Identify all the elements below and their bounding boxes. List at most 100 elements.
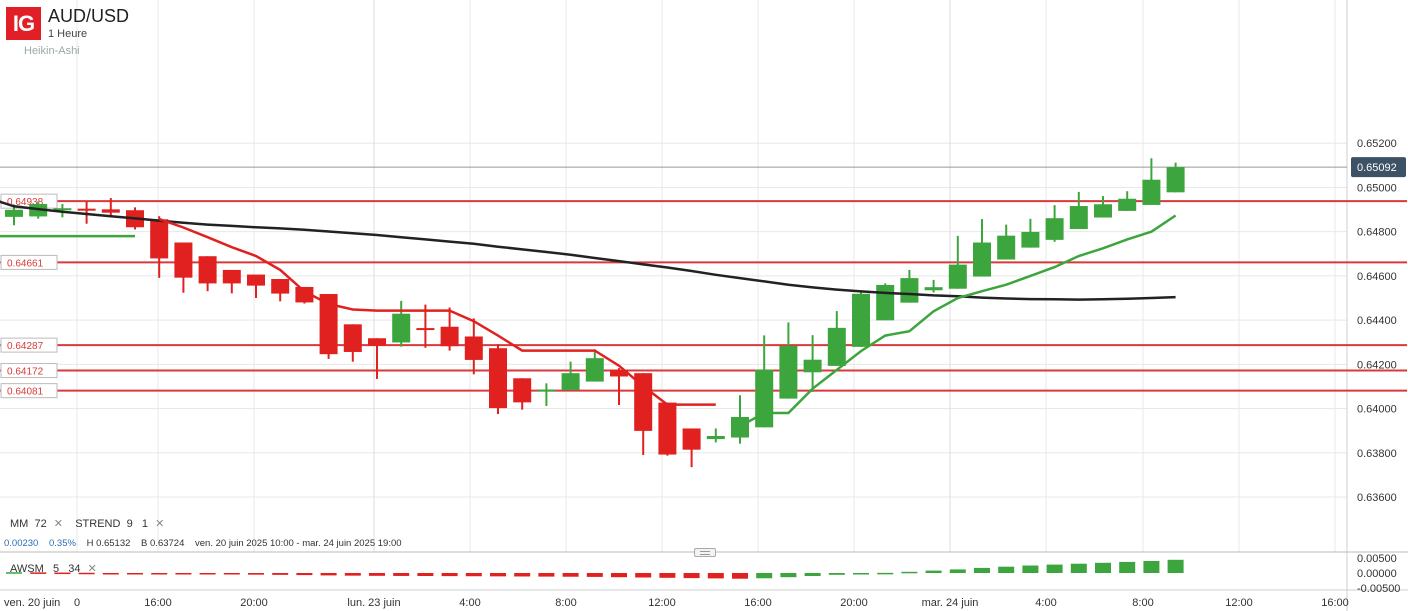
candle — [852, 292, 870, 347]
y-tick-label: 0.63600 — [1357, 492, 1397, 504]
candle-body — [198, 256, 217, 284]
candle-body — [53, 208, 72, 211]
candle-body — [585, 358, 604, 382]
oscillator-panel — [6, 559, 1184, 579]
oscillator-bar — [635, 573, 652, 578]
candle-body — [948, 264, 967, 289]
oscillator-bar — [199, 573, 216, 575]
panel-resize-handle[interactable] — [694, 548, 716, 557]
oscillator-bar — [974, 567, 990, 573]
candle — [368, 338, 386, 379]
candle — [779, 322, 798, 399]
candle — [924, 279, 943, 293]
candle — [174, 242, 193, 293]
candle-body — [1094, 204, 1112, 218]
oscillator-bar — [296, 573, 313, 576]
candle — [1142, 158, 1161, 205]
candles — [5, 158, 1185, 468]
osc-tick-label: 0.00500 — [1357, 553, 1397, 565]
oscillator-bar — [804, 573, 821, 576]
price-level-label: 0.64938 — [7, 197, 44, 208]
candle — [803, 335, 822, 392]
x-tick-label: 4:00 — [459, 597, 480, 609]
candle-body — [174, 242, 193, 278]
candle-body — [440, 326, 459, 347]
candle-body — [247, 274, 265, 286]
candle — [731, 395, 749, 444]
y-tick-label: 0.64200 — [1357, 359, 1397, 371]
oscillator-bar — [6, 572, 22, 574]
candle — [464, 318, 483, 375]
oscillator-bar — [853, 573, 869, 575]
candle — [77, 201, 96, 224]
change-value: 0.00230 — [4, 538, 39, 549]
moving-average-line — [0, 200, 1176, 301]
strend-label[interactable]: STREND — [75, 518, 121, 530]
candle-body — [755, 369, 774, 428]
high-value: H 0.65132 — [86, 538, 131, 549]
candle — [900, 269, 919, 303]
candle — [489, 344, 507, 415]
candle-body — [392, 313, 411, 343]
candle-body — [343, 324, 362, 352]
candle-body — [731, 416, 749, 438]
candle — [513, 378, 532, 410]
candle — [706, 428, 725, 443]
candle — [271, 278, 290, 302]
oscillator-bar — [102, 573, 119, 575]
candle — [343, 324, 362, 362]
mm-label[interactable]: MM — [10, 518, 29, 530]
oscillator-bar — [151, 573, 168, 575]
oscillator-bar — [659, 573, 676, 578]
strend-param-2: 1 — [141, 518, 148, 530]
close-icon[interactable]: ✕ — [155, 518, 165, 530]
candle-body — [610, 369, 628, 377]
oscillator-bar — [780, 573, 797, 578]
x-tick-label: 4:00 — [1035, 597, 1056, 609]
oscillator-bar — [611, 573, 627, 578]
price-level-tag[interactable] — [0, 254, 58, 270]
candle-body — [1166, 167, 1185, 193]
candle-body — [222, 269, 241, 284]
osc-tick-label: -0.00500 — [1357, 583, 1400, 595]
candle — [537, 383, 556, 406]
candle — [610, 368, 628, 406]
candle — [585, 349, 604, 382]
current-price-tag — [1351, 157, 1406, 178]
price-level-tag[interactable] — [0, 363, 58, 379]
oscillator-bar — [925, 570, 942, 573]
close-icon[interactable]: ✕ — [87, 563, 97, 575]
date-range: ven. 20 juin 2025 10:00 - mar. 24 juin 2… — [195, 538, 402, 549]
awsm-label[interactable]: AWSM — [10, 563, 44, 575]
price-level-tag[interactable] — [0, 337, 58, 353]
y-tick-label: 0.64600 — [1357, 271, 1397, 283]
stats-bar: 0.00230 0.35% H 0.65132 B 0.63724 ven. 2… — [4, 538, 410, 549]
candle-body — [1118, 198, 1137, 211]
candle-body — [295, 286, 314, 303]
candle-body — [489, 348, 507, 409]
candle — [198, 256, 217, 292]
supertrend-line — [158, 217, 716, 406]
x-tick-label: 12:00 — [1225, 597, 1253, 609]
candle-body — [101, 209, 120, 213]
oscillator-bar — [1143, 561, 1160, 573]
close-icon[interactable]: ✕ — [53, 518, 63, 530]
candle — [682, 428, 701, 468]
oscillator-bar — [393, 573, 410, 576]
horizontal-levels[interactable]: 0.64938 0.64661 0.64287 0.64172 0.64081 — [0, 166, 1407, 399]
oscillator-bar — [223, 573, 240, 575]
oscillator-bar — [490, 573, 506, 577]
candle-body — [416, 328, 435, 331]
candle-body — [997, 235, 1016, 260]
candle — [222, 269, 241, 294]
candle — [948, 235, 967, 289]
strend-param-1: 9 — [126, 518, 133, 530]
candle — [973, 219, 991, 277]
price-level-tag[interactable] — [0, 383, 58, 399]
period-label[interactable]: 1 Heure — [48, 28, 88, 40]
candle-body — [1045, 218, 1064, 240]
x-tick-label: 20:00 — [840, 597, 868, 609]
y-tick-label: 0.64000 — [1357, 404, 1397, 416]
